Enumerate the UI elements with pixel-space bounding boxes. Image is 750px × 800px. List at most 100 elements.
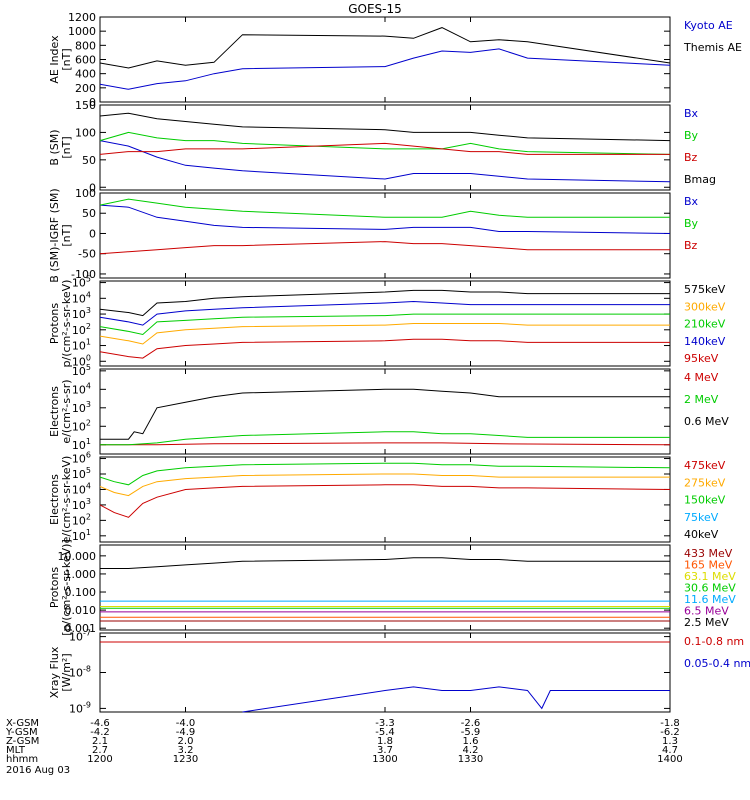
y-tick-label: 103	[72, 306, 91, 321]
footer-tick-value: 3.2	[178, 745, 194, 756]
footer-tick-value: -4.2	[90, 727, 110, 738]
y-axis-label: e/(cm²-s-sr)	[60, 379, 73, 443]
legend-entry: 40keV	[684, 528, 719, 541]
y-tick-label: 0	[89, 227, 96, 240]
y-tick-label: 1.000	[65, 568, 97, 581]
legend-entry: 63.1 MeV	[684, 570, 736, 583]
legend-entry: 575keV	[684, 283, 726, 296]
footer-row-label: X-GSM	[6, 718, 39, 729]
y-axis-label: e/(cm²-s-sr-keV)	[60, 456, 73, 544]
y-tick-label: 10-7	[69, 629, 91, 644]
footer-tick-value: -3.3	[375, 718, 395, 729]
y-axis-label: AE Index	[48, 35, 61, 84]
series-line	[99, 473, 670, 497]
legend-entry: Themis AE	[683, 41, 742, 54]
y-tick-label: 104	[72, 290, 91, 305]
y-tick-label: 400	[75, 68, 96, 81]
y-axis-label: [nT]	[60, 224, 73, 246]
footer-tick-value: 1.6	[463, 736, 479, 747]
legend-entry: 2 MeV	[684, 393, 719, 406]
y-tick-label: 0	[89, 181, 96, 194]
series-line	[100, 557, 670, 569]
footer-tick-value: 1.3	[662, 736, 678, 747]
legend-entry: Bz	[684, 239, 698, 252]
footer-tick-value: 1300	[372, 754, 397, 765]
panel-frame	[99, 632, 671, 713]
y-tick-label: 105	[72, 466, 91, 481]
y-axis-label: [W/m²]	[60, 653, 73, 691]
series-line	[99, 140, 671, 183]
legend-entry: 0.1-0.8 nm	[684, 635, 744, 648]
legend-entry: Bz	[684, 151, 698, 164]
panel-protons_high: 0.001 0.010 0.100 1.000 10.000 Protons [p/(cm²…	[48, 539, 736, 636]
y-tick-label: 800	[75, 39, 96, 52]
series-line	[99, 241, 670, 255]
y-axis-label: B (SM)-IGRF (SM)	[48, 188, 61, 282]
series-line	[99, 27, 671, 69]
panel-electrons_high: 101 102 103 104 105 Electrons e/(cm²-s-sr) 4 Me…	[48, 363, 729, 455]
series-line	[99, 300, 670, 326]
legend-entry: 433 MeV	[684, 547, 733, 560]
y-tick-label: 103	[72, 497, 91, 512]
y-tick-label: 10-9	[69, 700, 91, 715]
footer-tick-value: 2.1	[92, 736, 108, 747]
legend-entry: 0.6 MeV	[684, 415, 729, 428]
footer-tick-value: -4.9	[176, 727, 196, 738]
panel-frame	[99, 368, 671, 455]
y-tick-label: 101	[72, 338, 91, 353]
y-tick-label: 100	[75, 187, 96, 200]
footer-date: 2016 Aug 03	[6, 765, 70, 776]
footer-tick-value: -1.8	[660, 718, 680, 729]
series-line	[99, 462, 671, 486]
y-tick-label: 10.000	[58, 550, 97, 563]
legend-entry: By	[684, 217, 699, 230]
footer-tick-value: 3.7	[377, 745, 393, 756]
footer-tick-value: -5.4	[375, 727, 395, 738]
y-axis-label: B (SM)	[48, 129, 61, 165]
y-tick-label: 105	[72, 275, 91, 290]
y-tick-label: 102	[72, 418, 91, 433]
y-tick-label: 104	[72, 381, 91, 396]
series-line	[99, 142, 670, 155]
y-tick-label: 104	[72, 481, 91, 496]
footer-tick-value: -6.2	[660, 727, 680, 738]
panel-frame	[99, 16, 671, 103]
series-line	[99, 313, 670, 336]
legend-entry: 0.05-0.4 nm	[684, 657, 750, 670]
y-tick-label: 1000	[68, 25, 96, 38]
footer-tick-value: -4.6	[90, 718, 110, 729]
footer-tick-value: -5.9	[461, 727, 481, 738]
series-line	[100, 442, 671, 446]
footer-row-label: MLT	[6, 745, 26, 756]
y-tick-label: -100	[71, 268, 96, 281]
y-tick-label: 102	[72, 512, 91, 527]
footer-tick-value: 2.7	[92, 745, 108, 756]
y-tick-label: 100	[75, 126, 96, 139]
footer-tick-value: -4.0	[176, 718, 196, 729]
y-axis-label: Protons	[48, 303, 61, 344]
legend-entry: Bx	[684, 107, 699, 120]
y-axis-label: Electrons	[48, 386, 61, 437]
y-tick-label: 103	[72, 400, 91, 415]
legend-entry: Kyoto AE	[684, 19, 733, 32]
legend-entry: 30.6 MeV	[684, 582, 736, 595]
y-tick-label: 102	[72, 322, 91, 337]
y-tick-label: 0.010	[65, 604, 97, 617]
y-tick-label: 106	[72, 451, 91, 466]
panel-frame	[99, 456, 671, 543]
y-tick-label: 50	[82, 207, 96, 220]
legend-entry: By	[684, 129, 699, 142]
y-axis-label: Xray Flux	[48, 646, 61, 698]
series-line	[100, 388, 670, 440]
y-axis-label: Protons	[48, 567, 61, 608]
y-tick-label: 200	[75, 82, 96, 95]
footer-tick-value: -2.6	[461, 718, 481, 729]
panel-bigrf: -100 -50 0 50 100 B (SM)-IGRF (SM) [nT] Bx By Bz	[48, 187, 699, 283]
y-tick-label: 1200	[68, 11, 96, 24]
footer-tick-value: 1200	[87, 754, 112, 765]
y-tick-label: 0.100	[65, 586, 97, 599]
